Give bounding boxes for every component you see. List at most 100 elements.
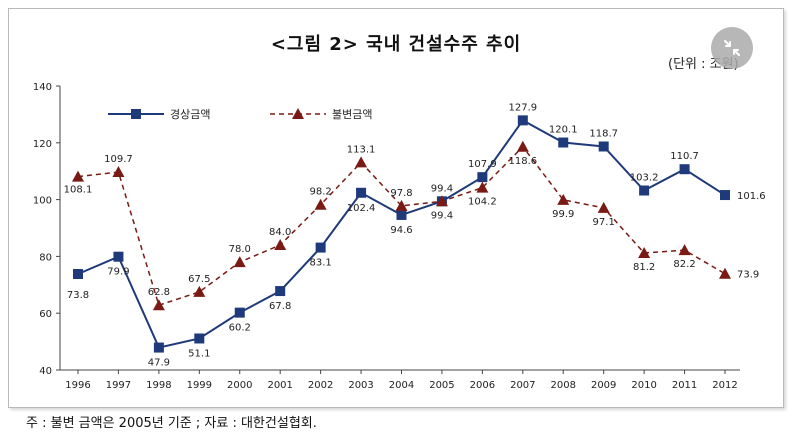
- data-label: 101.6: [737, 191, 766, 202]
- legend-label-0: 경상금액: [170, 108, 210, 121]
- chart-marks: [72, 115, 731, 353]
- collapse-arrows-icon[interactable]: [711, 27, 753, 69]
- data-label: 99.4: [431, 183, 453, 194]
- data-label: 103.2: [630, 173, 659, 184]
- data-point: [315, 242, 326, 253]
- data-point: [395, 199, 408, 211]
- data-label: 62.8: [148, 287, 170, 298]
- x-tick-label: 2008: [551, 380, 576, 391]
- legend-label-1: 불변금액: [332, 108, 372, 121]
- y-tick-label: 40: [39, 366, 52, 377]
- x-tick-label: 2005: [429, 380, 454, 391]
- data-point: [517, 115, 528, 126]
- data-point: [73, 269, 83, 280]
- chart-axes: 40 60 80 100 120 140 1996 1997 1998 1999 2000 2001 2…: [33, 82, 740, 391]
- data-point: [72, 170, 84, 182]
- x-tick-label: 2003: [348, 380, 373, 391]
- data-point: [112, 166, 125, 178]
- x-tick-label: 1998: [146, 380, 171, 391]
- data-label: 83.1: [309, 258, 331, 269]
- series-line-1: [77, 145, 726, 307]
- x-tick-label: 2001: [267, 380, 292, 391]
- data-point: [639, 185, 650, 196]
- data-point: [153, 342, 164, 353]
- data-point: [720, 190, 730, 201]
- chart-frame: [8, 8, 784, 408]
- data-label: 94.6: [390, 225, 412, 236]
- data-point: [233, 256, 246, 268]
- chart-legend: 경상금액 불변금액: [108, 108, 372, 121]
- data-point: [557, 193, 570, 205]
- legend-marker-1: [292, 108, 304, 119]
- data-point: [113, 251, 124, 262]
- data-label: 79.9: [107, 267, 129, 278]
- y-tick-label: 140: [33, 82, 52, 93]
- data-label: 84.0: [269, 227, 291, 238]
- y-tick-label: 80: [39, 252, 52, 263]
- data-label: 120.1: [549, 125, 578, 136]
- data-label: 81.2: [633, 262, 655, 273]
- x-tick-label: 2007: [510, 380, 535, 391]
- data-point: [598, 141, 609, 152]
- chart-title: <그림 2> 국내 건설수주 추이: [270, 34, 522, 55]
- data-label: 110.7: [670, 151, 699, 162]
- x-tick-label: 2004: [389, 380, 414, 391]
- data-point: [275, 286, 286, 297]
- data-label: 51.1: [188, 348, 210, 359]
- data-label: 109.7: [104, 154, 133, 165]
- data-point: [356, 187, 367, 198]
- data-label: 118.6: [508, 156, 537, 167]
- data-label: 118.7: [589, 128, 618, 139]
- data-point: [476, 181, 489, 193]
- data-label: 73.9: [737, 270, 759, 281]
- x-tick-label: 2011: [672, 380, 697, 391]
- y-tick-label: 100: [33, 196, 52, 207]
- data-point: [719, 267, 731, 279]
- data-label: 102.4: [347, 203, 376, 214]
- data-label: 60.2: [229, 323, 251, 334]
- data-label: 82.2: [673, 259, 695, 270]
- data-point: [678, 244, 691, 256]
- data-point: [638, 246, 651, 258]
- chart-data-labels: 73.8 108.1 79.9 109.7 47.9 62.8 51.1 67.5 60.2 78…: [64, 102, 766, 368]
- data-label: 99.4: [431, 210, 453, 221]
- data-label: 73.8: [67, 290, 89, 301]
- x-tick-label: 1996: [65, 380, 90, 391]
- source-note: 주 : 불변 금액은 2005년 기준 ; 자료 : 대한건설협회.: [26, 416, 317, 431]
- x-tick-label: 2009: [591, 380, 616, 391]
- data-point: [679, 164, 690, 175]
- data-point: [234, 307, 245, 318]
- data-label: 104.2: [468, 197, 497, 208]
- x-tick-label: 1997: [106, 380, 131, 391]
- data-point: [194, 333, 205, 344]
- data-point: [558, 137, 569, 148]
- data-point: [193, 285, 206, 297]
- data-point: [274, 239, 287, 251]
- data-label: 97.1: [593, 217, 615, 228]
- data-label: 98.2: [309, 187, 331, 198]
- data-label: 97.8: [390, 188, 412, 199]
- data-point: [516, 140, 529, 152]
- x-tick-label: 2002: [308, 380, 333, 391]
- x-tick-label: 1999: [187, 380, 212, 391]
- data-point: [597, 201, 610, 213]
- data-point: [314, 198, 327, 210]
- data-label: 108.1: [64, 185, 93, 196]
- x-tick-label: 2000: [227, 380, 252, 391]
- data-label: 107.9: [468, 159, 497, 170]
- data-point: [355, 156, 368, 168]
- data-label: 99.9: [552, 209, 574, 220]
- data-point: [435, 195, 448, 207]
- data-point: [152, 299, 165, 311]
- y-tick-label: 120: [33, 139, 52, 150]
- data-point: [477, 172, 488, 183]
- data-label: 67.5: [188, 274, 210, 285]
- data-point: [396, 209, 407, 220]
- x-tick-label: 2010: [631, 380, 656, 391]
- legend-marker-0: [131, 109, 141, 119]
- data-label: 127.9: [508, 102, 537, 113]
- data-label: 113.1: [347, 144, 376, 155]
- x-tick-label: 2012: [712, 380, 737, 391]
- y-tick-label: 60: [39, 309, 52, 320]
